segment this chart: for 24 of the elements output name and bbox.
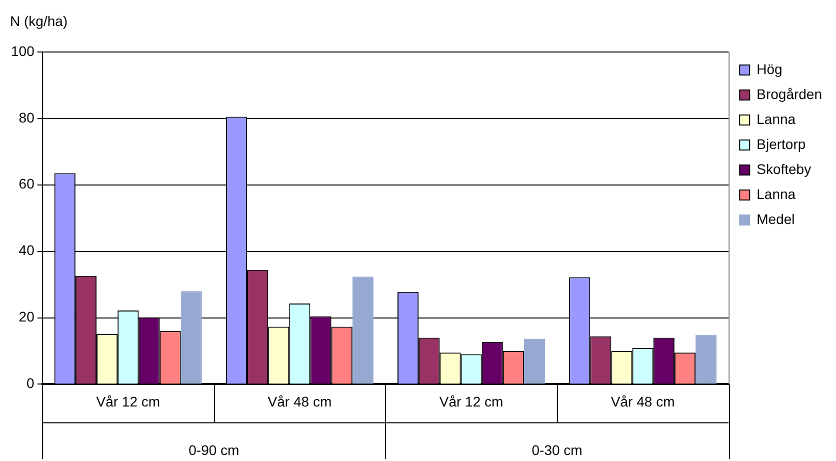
x-tick-label: Vår 48 cm — [610, 393, 675, 410]
legend-label: Medel — [756, 210, 795, 227]
legend-label: Brogården — [756, 86, 822, 102]
x-tick-label: Vår 48 cm — [268, 393, 332, 410]
legend-label: Bjertorp — [756, 136, 806, 152]
bar — [524, 338, 546, 384]
y-axis-title: N (kg/ha) — [10, 12, 68, 29]
legend-label: Lanna — [756, 186, 796, 202]
legend-label: Skofteby — [756, 160, 812, 177]
text: 0-90 cm — [188, 442, 240, 458]
bar — [352, 276, 374, 384]
x-tick-label: Vår 12 cm — [439, 393, 504, 410]
legend-label: Hög — [756, 60, 782, 77]
bar — [696, 334, 717, 384]
y-tick-label: 80 — [18, 109, 35, 126]
y-tick-label: 20 — [18, 308, 35, 325]
bar — [180, 291, 202, 384]
y-tick-label: 0 — [26, 375, 35, 392]
text: 0-30 cm — [532, 442, 582, 458]
x-tick-label: Vår 12 cm — [96, 393, 160, 410]
y-tick-label: 40 — [18, 242, 35, 258]
y-tick-label: 60 — [18, 176, 35, 192]
legend-label: Lanna — [756, 110, 796, 127]
y-tick-label: 100 — [11, 42, 35, 59]
